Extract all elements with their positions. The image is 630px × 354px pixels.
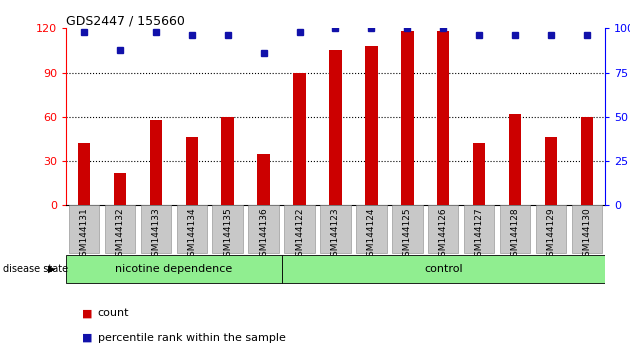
Text: GSM144131: GSM144131	[79, 208, 89, 262]
Text: GSM144130: GSM144130	[582, 208, 592, 262]
FancyBboxPatch shape	[248, 205, 279, 253]
Text: GSM144128: GSM144128	[510, 208, 520, 262]
Text: percentile rank within the sample: percentile rank within the sample	[98, 333, 285, 343]
Bar	[365, 46, 377, 205]
Bar	[78, 143, 90, 205]
Bar	[222, 117, 234, 205]
Text: GDS2447 / 155660: GDS2447 / 155660	[66, 14, 185, 27]
FancyBboxPatch shape	[284, 205, 315, 253]
Bar	[294, 73, 306, 205]
Bar	[186, 137, 198, 205]
Bar	[66, 255, 282, 283]
FancyBboxPatch shape	[105, 205, 135, 253]
Text: ▶: ▶	[48, 264, 55, 274]
Text: GSM144135: GSM144135	[223, 208, 232, 262]
Bar	[581, 117, 593, 205]
Bar	[114, 173, 126, 205]
FancyBboxPatch shape	[320, 205, 351, 253]
FancyBboxPatch shape	[392, 205, 423, 253]
Text: GSM144129: GSM144129	[546, 208, 556, 262]
Text: GSM144134: GSM144134	[187, 208, 197, 262]
FancyBboxPatch shape	[428, 205, 459, 253]
Bar	[282, 255, 605, 283]
Bar	[329, 51, 341, 205]
Bar	[509, 114, 521, 205]
Bar	[150, 120, 162, 205]
FancyBboxPatch shape	[140, 205, 171, 253]
FancyBboxPatch shape	[500, 205, 530, 253]
Text: GSM144123: GSM144123	[331, 208, 340, 262]
Bar	[545, 137, 557, 205]
Text: GSM144136: GSM144136	[259, 208, 268, 262]
Text: GSM144125: GSM144125	[403, 208, 412, 262]
Text: nicotine dependence: nicotine dependence	[115, 264, 232, 274]
Text: GSM144133: GSM144133	[151, 208, 161, 262]
FancyBboxPatch shape	[176, 205, 207, 253]
Bar	[437, 31, 449, 205]
Bar	[401, 31, 413, 205]
Bar	[473, 143, 485, 205]
Text: ■: ■	[82, 308, 93, 318]
FancyBboxPatch shape	[464, 205, 495, 253]
Text: ■: ■	[82, 333, 93, 343]
FancyBboxPatch shape	[571, 205, 602, 253]
FancyBboxPatch shape	[69, 205, 100, 253]
Text: GSM144122: GSM144122	[295, 208, 304, 262]
Text: GSM144127: GSM144127	[474, 208, 484, 262]
Text: control: control	[424, 264, 462, 274]
FancyBboxPatch shape	[356, 205, 387, 253]
Text: count: count	[98, 308, 129, 318]
FancyBboxPatch shape	[536, 205, 566, 253]
Text: GSM144132: GSM144132	[115, 208, 125, 262]
Bar	[258, 154, 270, 205]
Text: GSM144126: GSM144126	[438, 208, 448, 262]
FancyBboxPatch shape	[212, 205, 243, 253]
Text: GSM144124: GSM144124	[367, 208, 376, 262]
Text: disease state: disease state	[3, 264, 68, 274]
